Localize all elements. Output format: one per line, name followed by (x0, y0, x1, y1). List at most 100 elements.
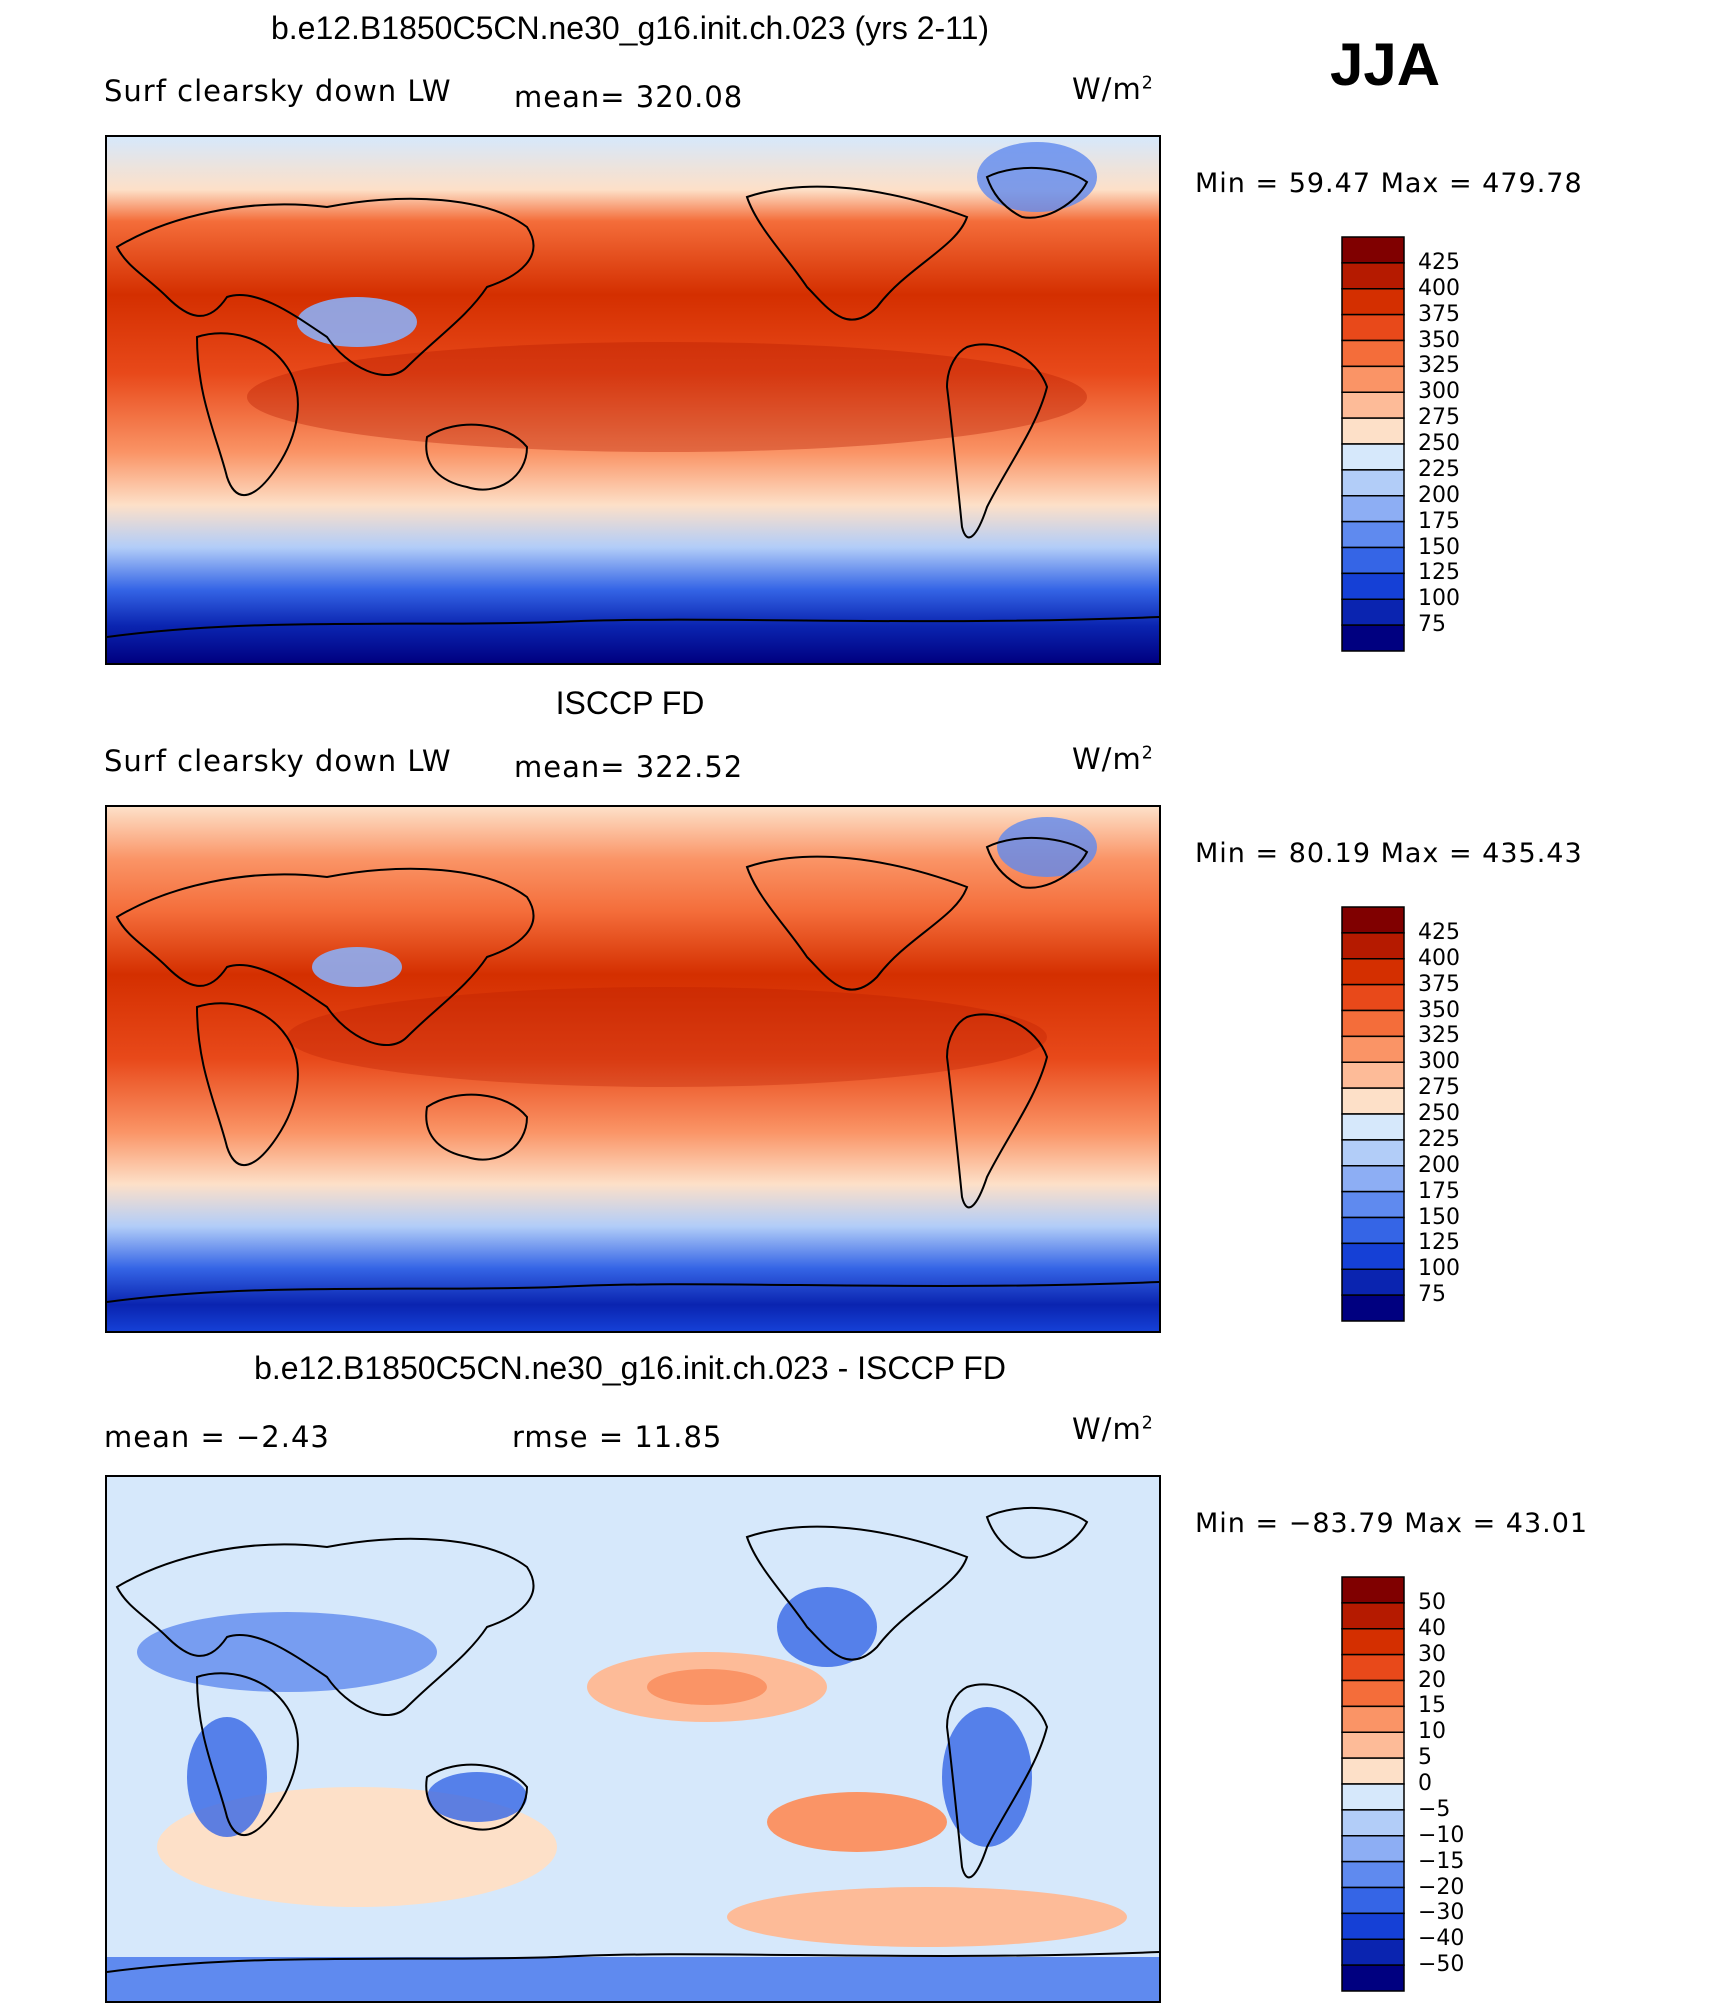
panel1-variable: Surf clearsky down LW (104, 74, 452, 108)
colorbar-level-label: 200 (1418, 482, 1460, 508)
colorbar-swatch (1341, 469, 1405, 497)
colorbar-swatch (1341, 572, 1405, 600)
colorbar-swatch (1341, 1216, 1405, 1245)
panel3-rmse: rmse = 11.85 (512, 1420, 723, 1454)
colorbar-swatch (1341, 1912, 1405, 1940)
colorbar-swatch (1341, 1268, 1405, 1296)
colorbar-swatch (1341, 1576, 1405, 1604)
panel1-mean: mean= 320.08 (514, 80, 744, 114)
colorbar-level-label: 50 (1418, 1589, 1446, 1615)
colorbar-swatch (1341, 1061, 1405, 1089)
panel2-colorbar (1340, 905, 1410, 1330)
colorbar-swatch (1341, 1139, 1405, 1167)
colorbar-level-label: −30 (1418, 1900, 1465, 1926)
colorbar-level-label: 375 (1418, 971, 1460, 997)
colorbar-level-label: 100 (1418, 586, 1460, 612)
panel3-units: W/m2 (1072, 1412, 1154, 1446)
panel2-map (105, 805, 1161, 1333)
panel1-colorbar (1340, 235, 1410, 660)
colorbar-level-label: 0 (1418, 1771, 1432, 1796)
panel2-units: W/m2 (1072, 742, 1154, 776)
panel3-field (107, 1477, 1159, 2001)
colorbar-swatch (1341, 1190, 1405, 1219)
colorbar-level-label: 400 (1418, 275, 1460, 301)
colorbar-level-label: 325 (1418, 353, 1460, 379)
colorbar-swatch (1341, 1165, 1405, 1193)
panel2-minmax: Min = 80.19 Max = 435.43 (1195, 838, 1583, 869)
colorbar-swatch (1341, 1628, 1405, 1656)
colorbar-level-label: 225 (1418, 456, 1460, 482)
colorbar-level-label: 275 (1418, 405, 1460, 431)
colorbar-level-label: 30 (1418, 1641, 1446, 1667)
colorbar-level-label: 150 (1418, 534, 1460, 560)
colorbar-level-label: 75 (1418, 1282, 1446, 1308)
panel2-title: ISCCP FD (555, 685, 705, 721)
colorbar-swatch (1341, 1964, 1405, 1992)
colorbar-swatch (1341, 1009, 1405, 1038)
colorbar-swatch (1341, 1731, 1405, 1759)
colorbar-level-label: 5 (1418, 1745, 1432, 1771)
colorbar-level-label: −40 (1418, 1926, 1465, 1952)
colorbar-level-label: 125 (1418, 560, 1460, 586)
panel2-variable: Surf clearsky down LW (104, 744, 452, 778)
colorbar-level-label: 250 (1418, 431, 1460, 456)
colorbar-level-label: −10 (1418, 1822, 1465, 1848)
colorbar-level-label: 350 (1418, 327, 1460, 353)
colorbar-level-label: 300 (1418, 379, 1460, 405)
panel2-mean: mean= 322.52 (514, 750, 744, 784)
panel3-minmax: Min = −83.79 Max = 43.01 (1195, 1508, 1589, 1539)
colorbar-level-label: 350 (1418, 997, 1460, 1023)
colorbar-swatch (1341, 520, 1405, 549)
panel3-map (105, 1475, 1161, 2003)
panel3-colorbar (1340, 1575, 1410, 2000)
colorbar-level-label: 150 (1418, 1204, 1460, 1230)
colorbar-swatch (1341, 365, 1405, 393)
colorbar-swatch (1341, 906, 1405, 934)
panel1-minmax: Min = 59.47 Max = 479.78 (1195, 168, 1583, 199)
colorbar-swatch (1341, 1653, 1405, 1682)
colorbar-level-label: −50 (1418, 1952, 1465, 1978)
colorbar-swatch (1341, 1705, 1405, 1733)
colorbar-swatch (1341, 1294, 1405, 1322)
colorbar-level-label: 200 (1418, 1152, 1460, 1178)
colorbar-level-label: 425 (1418, 249, 1460, 275)
panel1-title: b.e12.B1850C5CN.ne30_g16.init.ch.023 (yr… (270, 10, 990, 46)
colorbar-level-label: 375 (1418, 301, 1460, 327)
colorbar-level-label: 425 (1418, 919, 1460, 945)
colorbar-level-label: 225 (1418, 1126, 1460, 1152)
colorbar-swatch (1341, 1809, 1405, 1837)
colorbar-level-label: 250 (1418, 1101, 1460, 1126)
colorbar-swatch (1341, 958, 1405, 986)
colorbar-level-label: −15 (1418, 1848, 1465, 1874)
colorbar-level-label: −20 (1418, 1874, 1465, 1900)
colorbar-swatch (1341, 546, 1405, 575)
colorbar-level-label: 275 (1418, 1075, 1460, 1101)
panel1-field (107, 137, 1159, 663)
colorbar-level-label: 20 (1418, 1667, 1446, 1693)
colorbar-swatch (1341, 443, 1405, 471)
colorbar-level-label: 10 (1418, 1719, 1446, 1745)
colorbar-level-label: 175 (1418, 508, 1460, 534)
colorbar-level-label: −5 (1418, 1796, 1451, 1822)
colorbar-swatch (1341, 391, 1405, 419)
colorbar-swatch (1341, 1886, 1405, 1915)
colorbar-level-label: 75 (1418, 612, 1446, 638)
panel1-units: W/m2 (1072, 72, 1154, 106)
colorbar-swatch (1341, 1242, 1405, 1270)
colorbar-level-label: 40 (1418, 1615, 1446, 1641)
colorbar-swatch (1341, 1860, 1405, 1889)
panel3-mean: mean = −2.43 (104, 1420, 330, 1454)
panel1-map (105, 135, 1161, 665)
colorbar-level-label: 100 (1418, 1256, 1460, 1282)
colorbar-level-label: 300 (1418, 1049, 1460, 1075)
colorbar-swatch (1341, 339, 1405, 368)
colorbar-level-label: 325 (1418, 1023, 1460, 1049)
colorbar-swatch (1341, 1757, 1405, 1785)
panel3-title: b.e12.B1850C5CN.ne30_g16.init.ch.023 - I… (254, 1350, 1006, 1386)
colorbar-level-label: 125 (1418, 1230, 1460, 1256)
colorbar-swatch (1341, 288, 1405, 316)
colorbar-swatch (1341, 1938, 1405, 1966)
colorbar-swatch (1341, 598, 1405, 626)
colorbar-swatch (1341, 495, 1405, 523)
colorbar-swatch (1341, 1035, 1405, 1063)
